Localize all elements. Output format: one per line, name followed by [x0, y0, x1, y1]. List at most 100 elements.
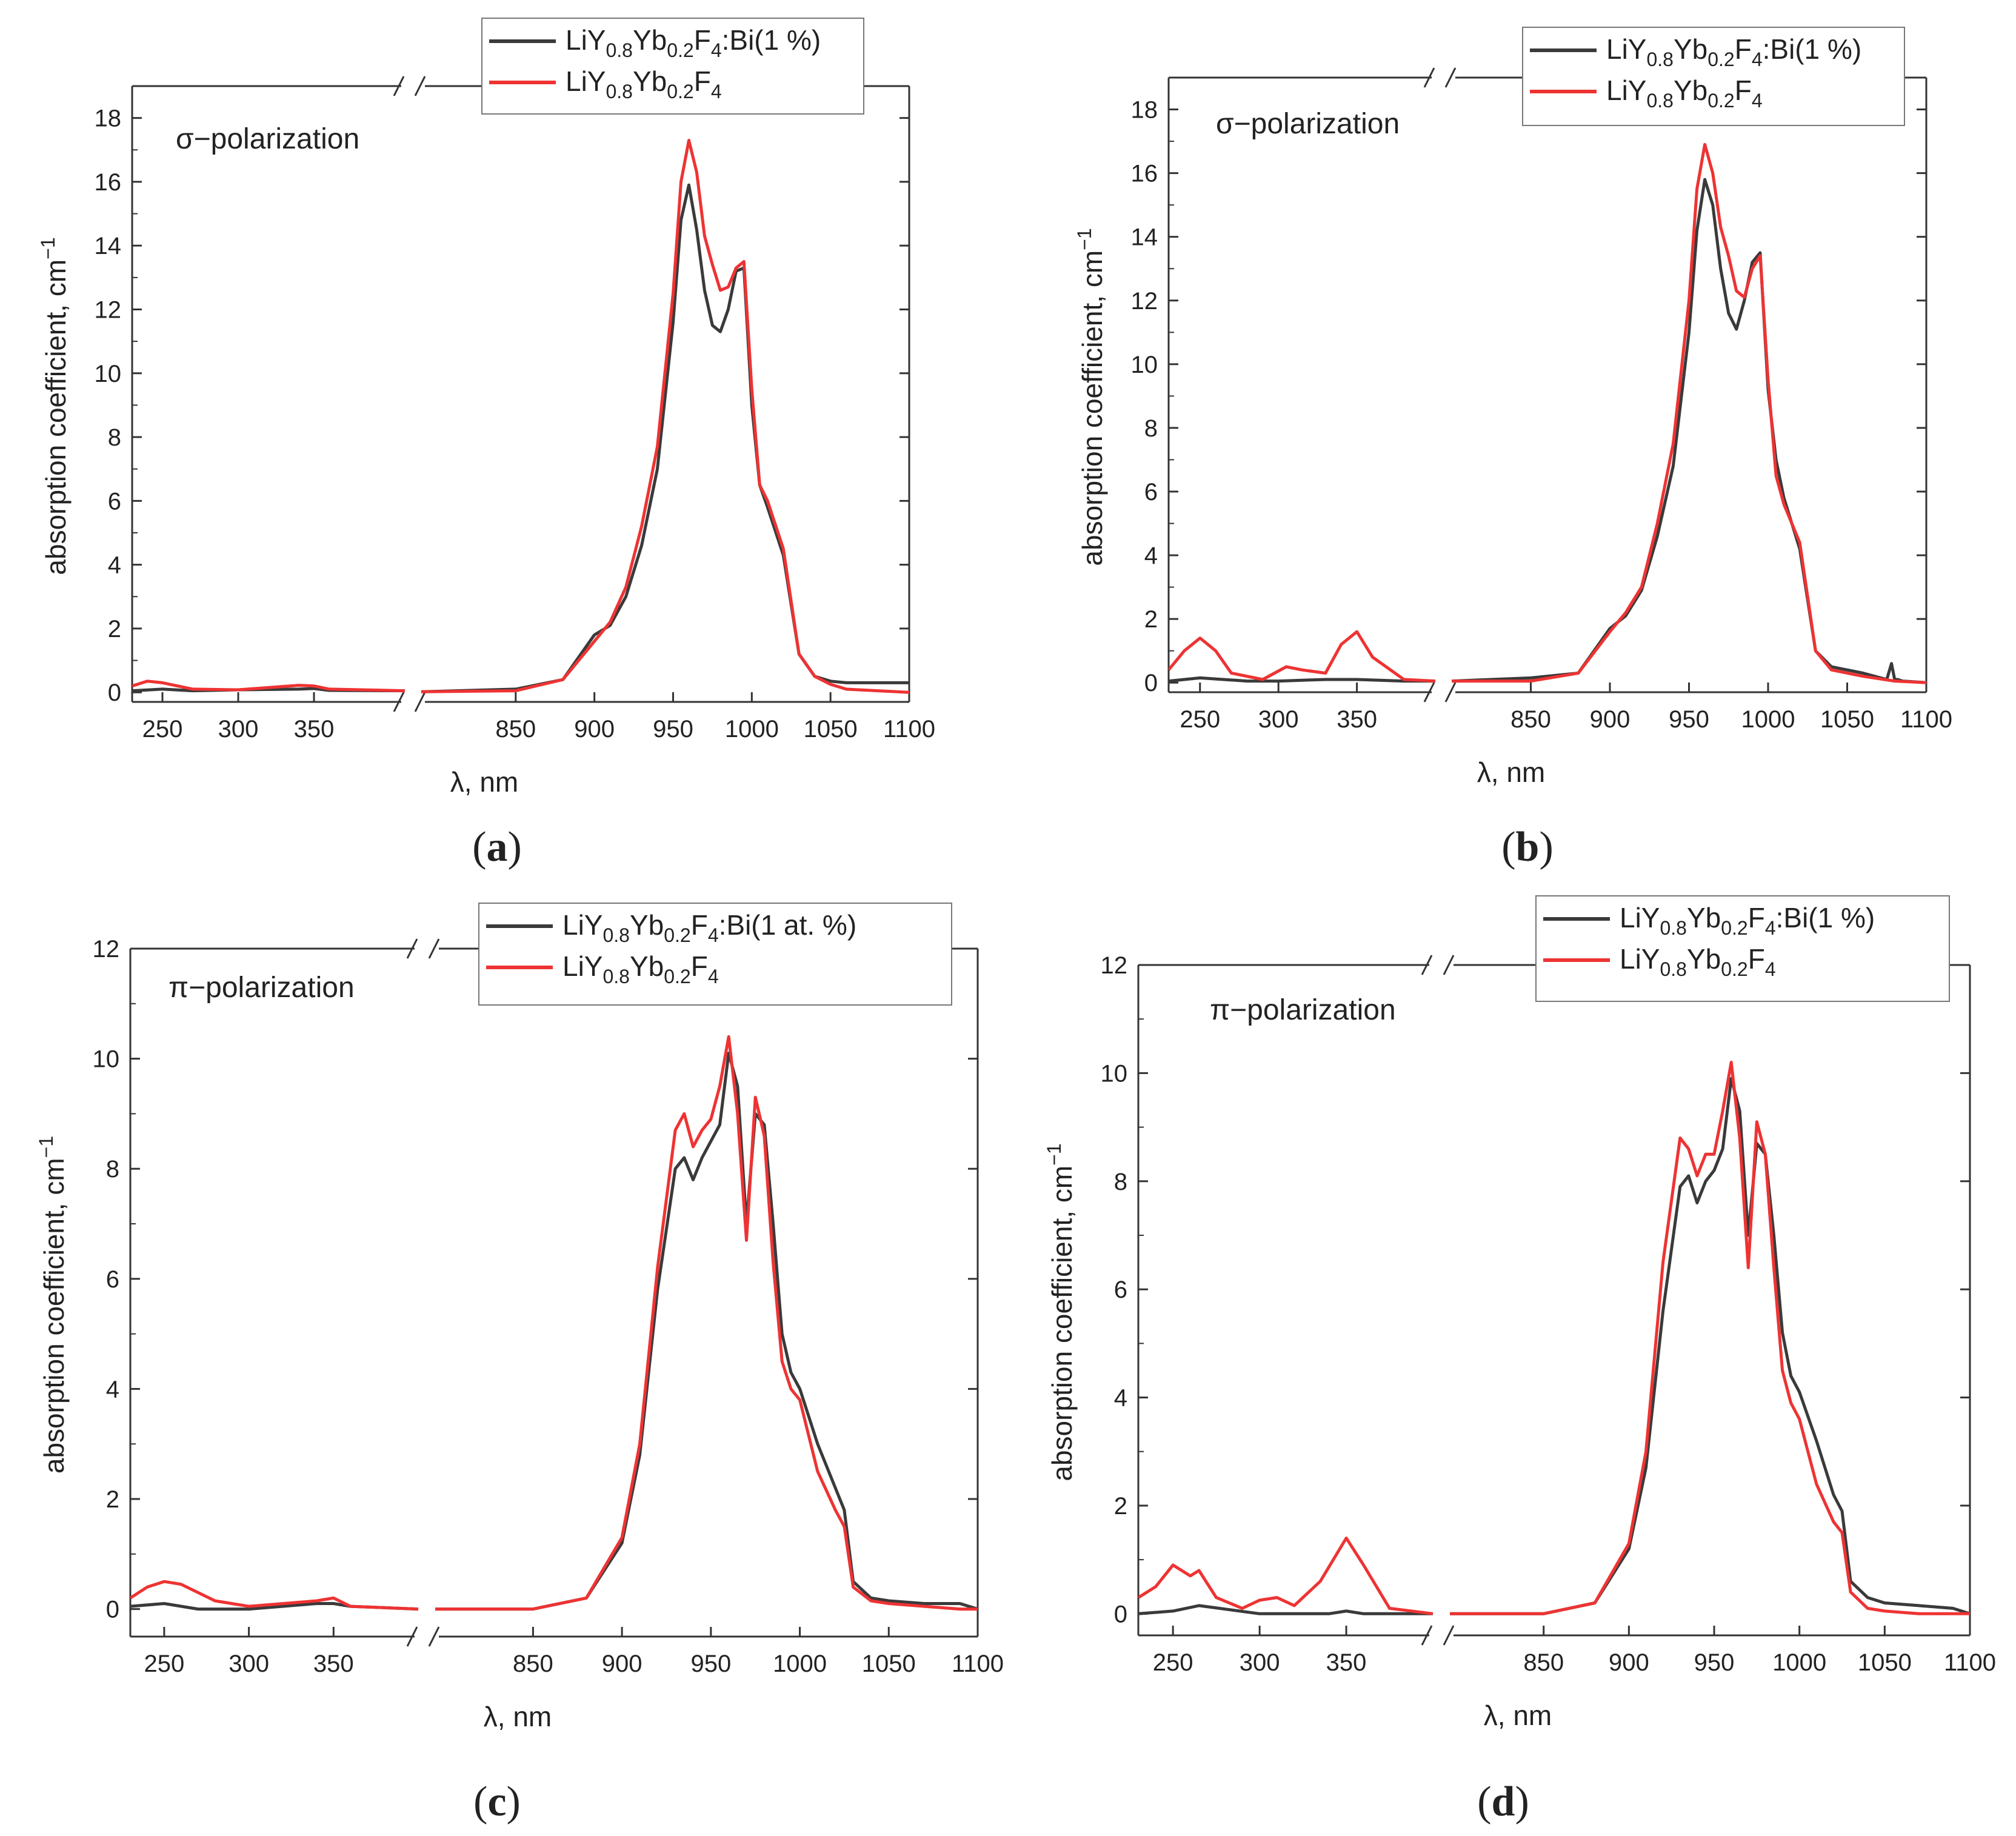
x-tick-label: 900	[602, 1651, 643, 1677]
x-tick-label: 900	[574, 716, 615, 743]
legend-subscript: 0.8	[1646, 48, 1673, 70]
legend-subscript: 0.2	[664, 966, 690, 987]
legend-text-part: LiY	[1606, 33, 1646, 65]
legend: LiY0.8Yb0.2F4:Bi(1 at. %)LiY0.8Yb0.2F4	[478, 903, 952, 1006]
y-tick-label: 12	[93, 936, 120, 963]
y-tick-label: 0	[1114, 1601, 1127, 1627]
x-axis-title: λ, nm	[1484, 1700, 1552, 1731]
panel-b: 0 2 4 6 8 10 12 14 16 18 250 300 350 850 900 950 1000 105…	[1073, 27, 1952, 870]
panel-label: (d)	[1477, 1778, 1529, 1825]
legend-entry: LiY0.8Yb0.2F4	[1620, 943, 1776, 980]
x-tick-label: 950	[1694, 1649, 1735, 1676]
bottom-break-mark	[1444, 682, 1457, 703]
bottom-break-mark	[1421, 1625, 1433, 1646]
y-tick-label: 2	[106, 1486, 119, 1513]
panel-label-paren: )	[1515, 1778, 1529, 1825]
legend-text-part: LiY	[562, 950, 602, 982]
legend: LiY0.8Yb0.2F4:Bi(1 %)LiY0.8Yb0.2F4	[1535, 895, 1950, 1002]
legend-text-part: Yb	[630, 950, 664, 982]
y-tick-label: 14	[1131, 224, 1158, 251]
top-break-mark	[428, 938, 440, 959]
legend: LiY0.8Yb0.2F4:Bi(1 %)LiY0.8Yb0.2F4	[481, 18, 864, 115]
y-tick-label: 0	[108, 679, 121, 706]
legend-text-part: LiY	[1606, 75, 1646, 106]
y-tick-label: 10	[95, 361, 122, 387]
x-axis-title: λ, nm	[1477, 756, 1545, 788]
legend-entry: LiY0.8Yb0.2F4:Bi(1 %)	[1620, 902, 1875, 939]
x-tick-label: 1000	[1772, 1649, 1826, 1676]
x-tick-label: 350	[294, 716, 335, 743]
y-tick-label: 14	[95, 233, 122, 259]
panel-label-letter: d	[1492, 1778, 1515, 1825]
bottom-break-mark	[428, 1626, 440, 1647]
doped-series-line-ir	[1450, 1077, 1970, 1615]
x-tick-label: 300	[1240, 1649, 1280, 1676]
legend-subscript: 0.8	[606, 81, 632, 102]
y-tick-label: 10	[1131, 352, 1158, 378]
legend-text-part: LiY	[1620, 943, 1660, 975]
legend-text-part: F	[691, 950, 708, 982]
legend-text-part: LiY	[562, 909, 602, 941]
legend-entry: LiY0.8Yb0.2F4	[562, 950, 719, 987]
legend-subscript: 4	[1765, 958, 1776, 980]
x-tick-label: 250	[1153, 1649, 1193, 1676]
x-tick-label: 950	[653, 716, 693, 743]
legend-subscript: 4	[1752, 90, 1763, 112]
legend-subscript: 4	[708, 924, 719, 946]
x-tick-label: 1050	[1820, 706, 1874, 733]
y-tick-label: 6	[106, 1266, 119, 1293]
legend-text-part: Yb	[633, 24, 667, 56]
top-break-mark	[1444, 67, 1457, 88]
legend-text-part: F	[694, 65, 711, 97]
y-tick-label: 12	[1131, 288, 1158, 315]
x-tick-label: 1050	[1858, 1649, 1912, 1676]
x-tick-label: 350	[1337, 706, 1377, 733]
x-tick-label: 850	[495, 716, 536, 743]
polarization-annotation: σ−polarization	[176, 123, 359, 155]
legend-text-part: F	[1748, 902, 1765, 933]
bottom-break-mark	[414, 692, 426, 712]
x-tick-label: 1100	[952, 1651, 1004, 1677]
y-tick-label: 18	[1131, 97, 1158, 124]
y-tick-label: 10	[93, 1046, 120, 1073]
y-tick-label: 2	[1144, 606, 1158, 633]
legend-entry: LiY0.8Yb0.2F4:Bi(1 %)	[1606, 33, 1861, 70]
legend-subscript: 0.2	[1721, 958, 1747, 980]
y-axis-title: absorption coefficient, cm−1	[37, 237, 72, 575]
legend-text-part: Yb	[1674, 33, 1707, 65]
legend-text-part: Yb	[1687, 902, 1721, 933]
legend-text-part: :Bi(1 %)	[1776, 902, 1875, 933]
top-break-mark	[1423, 67, 1435, 88]
legend-text-part: F	[694, 24, 711, 56]
legend-subscript: 0.2	[667, 39, 693, 61]
legend-subscript: 0.2	[664, 924, 690, 946]
y-axis-title-superscript: −1	[1043, 1143, 1065, 1165]
panel-label: (b)	[1501, 824, 1554, 870]
y-tick-label: 16	[1131, 161, 1158, 187]
legend-text-part: :Bi(1 %)	[722, 24, 821, 56]
y-tick-label: 2	[108, 616, 121, 643]
polarization-annotation: π−polarization	[169, 972, 355, 1004]
y-axis-title-text: absorption coefficient, cm	[38, 1158, 70, 1474]
panel-label-paren: )	[508, 824, 522, 870]
x-axis-title: λ, nm	[484, 1701, 552, 1732]
panel-label-paren: (	[1477, 1778, 1491, 1825]
legend-subscript: 0.8	[606, 39, 632, 61]
panel-label: (a)	[472, 824, 522, 870]
y-tick-label: 6	[1114, 1277, 1127, 1303]
y-tick-label: 8	[108, 424, 121, 451]
polarization-annotation: π−polarization	[1210, 994, 1396, 1026]
x-tick-label: 950	[690, 1651, 731, 1677]
legend-subscript: 4	[1752, 48, 1763, 70]
legend-text-part: Yb	[630, 909, 664, 941]
legend-subscript: 0.8	[1660, 958, 1686, 980]
y-tick-label: 4	[1114, 1385, 1127, 1412]
y-tick-label: 6	[1144, 479, 1158, 506]
x-tick-label: 950	[1669, 706, 1709, 733]
y-tick-label: 8	[1144, 415, 1158, 442]
x-tick-label: 1100	[883, 716, 935, 743]
y-tick-label: 16	[95, 169, 122, 196]
y-axis-title: absorption coefficient, cm−1	[35, 1136, 70, 1474]
bottom-break-mark	[1443, 1625, 1455, 1646]
